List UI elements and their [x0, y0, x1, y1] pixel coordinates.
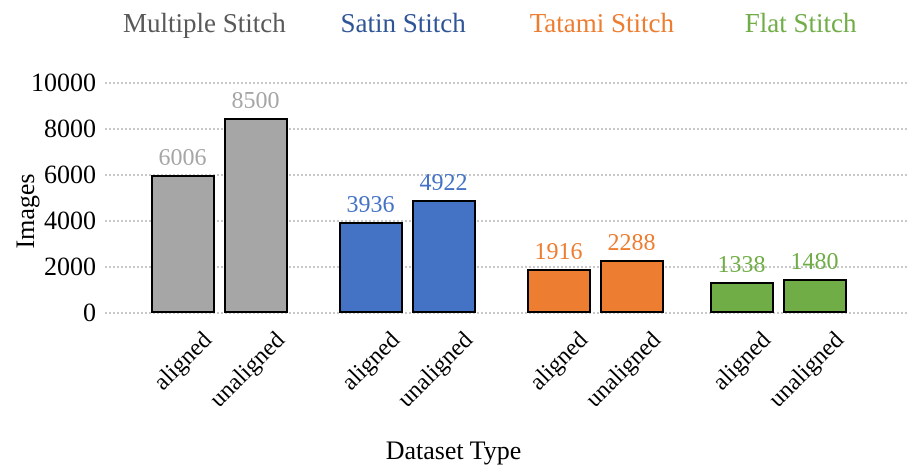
bar-value-label: 6006: [158, 144, 207, 171]
y-tick-label: 0: [83, 298, 96, 327]
legend-item-tatami-stitch: Tatami Stitch: [529, 8, 675, 38]
x-axis-tick-labels: aligned unaligned aligned unaligned aligned u…: [105, 327, 900, 432]
bar-value-label: 1338: [717, 252, 766, 279]
bar-value-label: 1916: [534, 238, 583, 265]
legend-item-satin-stitch: Satin Stitch: [340, 8, 466, 38]
x-tick-label: unaligned: [204, 327, 290, 413]
x-tick-label: unaligned: [763, 327, 849, 413]
bar-multiple-stitch-aligned: [150, 174, 215, 313]
bar-value-label: 4922: [419, 169, 468, 196]
gridline: [105, 174, 907, 176]
gridline: [105, 220, 907, 222]
x-tick-label: aligned: [707, 327, 776, 396]
bar-flat-stitch-aligned: [709, 282, 774, 313]
x-tick-label: unaligned: [580, 327, 666, 413]
gridline: [105, 312, 907, 314]
y-tick-label: 4000: [44, 206, 96, 235]
y-tick-label: 2000: [44, 252, 96, 281]
legend-item-multiple-stitch: Multiple Stitch: [122, 8, 286, 38]
bar-flat-stitch-unaligned: [782, 278, 847, 313]
gridline: [105, 82, 907, 84]
bar-tatami-stitch-aligned: [526, 268, 591, 313]
x-tick-label: unaligned: [392, 327, 478, 413]
bar-value-label: 8500: [231, 87, 280, 114]
gridline: [105, 128, 907, 130]
y-tick-label: 6000: [44, 160, 96, 189]
chart-legend: Multiple Stitch Satin Stitch Tatami Stitch…: [105, 8, 900, 44]
x-tick-label: aligned: [524, 327, 593, 396]
legend-item-flat-stitch: Flat Stitch: [744, 8, 857, 38]
gridline: [105, 266, 907, 268]
bar-value-label: 3936: [346, 192, 395, 219]
y-tick-label: 8000: [44, 114, 96, 143]
x-axis-title: Dataset Type: [385, 436, 522, 465]
bar-multiple-stitch-unaligned: [223, 117, 288, 313]
bar-satin-stitch-unaligned: [411, 199, 476, 313]
bar-value-label: 2288: [607, 230, 656, 257]
y-tick-label: 10000: [31, 68, 96, 97]
plot-area: 6006 8500 3936 4922 1916 2288 1338 1480: [105, 82, 907, 314]
bar-satin-stitch-aligned: [338, 222, 403, 313]
x-tick-label: aligned: [336, 327, 405, 396]
bar-tatami-stitch-unaligned: [599, 260, 664, 313]
bar-value-label: 1480: [790, 248, 839, 275]
x-tick-label: aligned: [148, 327, 217, 396]
